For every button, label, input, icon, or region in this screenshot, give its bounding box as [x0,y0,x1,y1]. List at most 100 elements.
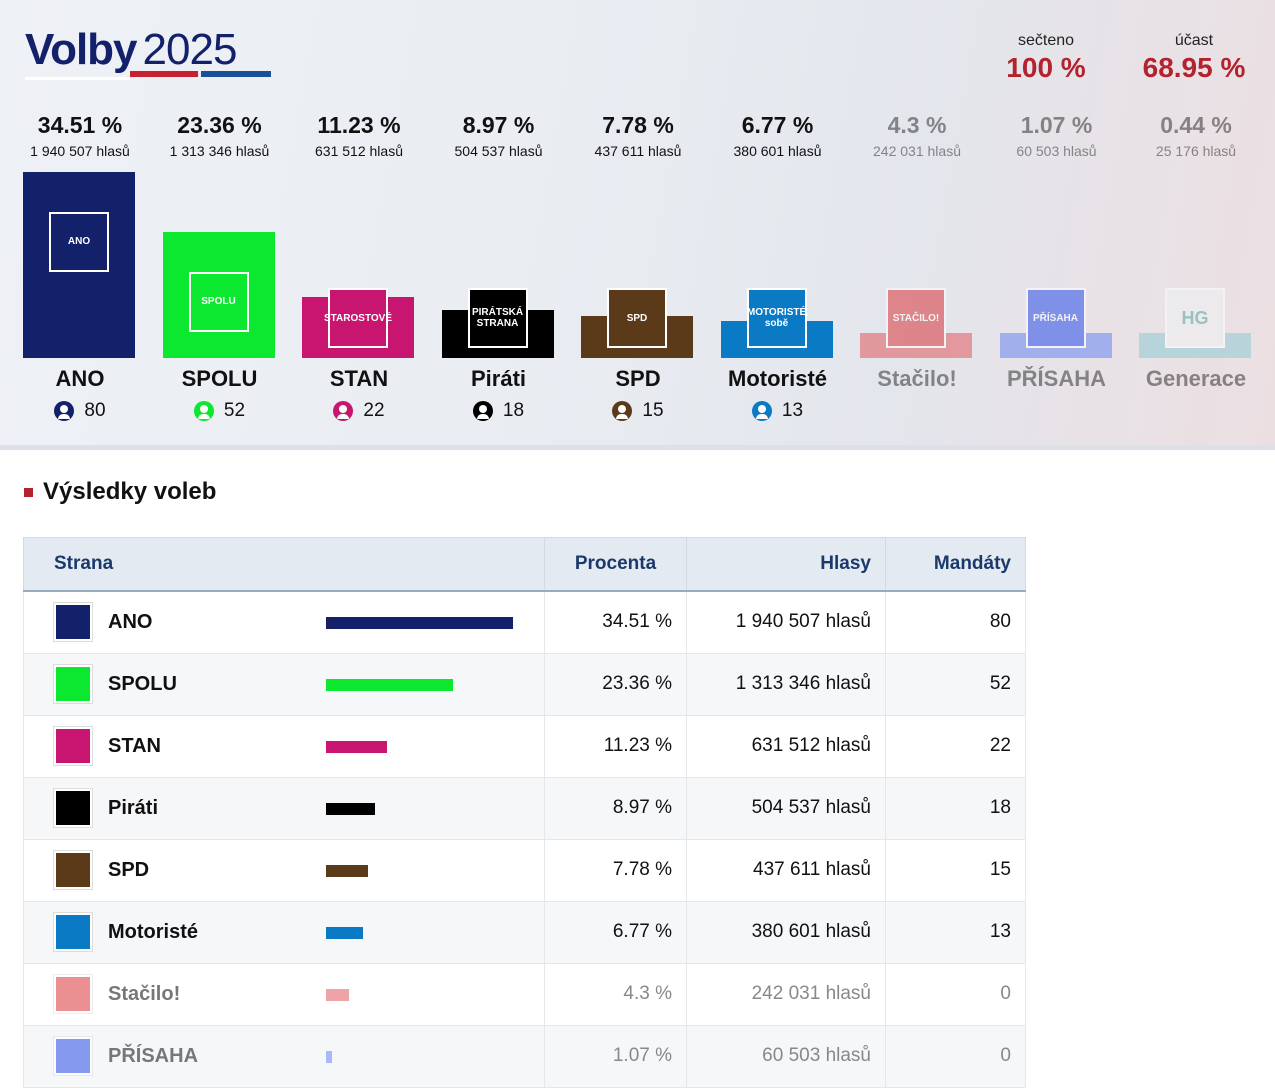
party-name: PŘÍSAHA [108,1044,199,1067]
votes-cell: 60 503 hlasů [686,1024,886,1088]
seats-cell: 13 [885,900,1026,964]
party-column[interactable]: 8.97 % 504 537 hlasů PIRÁTSKÁ STRANA Pir… [434,0,564,445]
party-column[interactable]: 23.36 % 1 313 346 hlasů SPOLU SPOLU 52 [155,0,285,445]
party-column[interactable]: 7.78 % 437 611 hlasů SPD SPD 15 [573,0,703,445]
col-votes[interactable]: Hlasy [686,537,886,592]
party-name: Piráti [470,366,527,391]
party-logo: SPD [607,288,667,348]
seats-count: 22 [363,400,385,421]
party-percent: 7.78 % [602,112,674,138]
turnout-value: 68.95 % [1142,52,1246,83]
votes-cell: 631 512 hlasů [686,714,886,778]
votes-cell: 1 313 346 hlasů [686,652,886,716]
table-row[interactable]: Piráti 8.97 % 504 537 hlasů 18 [23,776,1026,840]
party-name: Motoristé [728,366,827,391]
votes-cell: 504 537 hlasů [686,776,886,840]
party-logo: STAROSTOVÉ [324,288,392,348]
party-seats: 18 [434,400,564,422]
percent-bar [326,802,375,815]
party-seats: 52 [155,400,285,422]
party-logo-small [54,913,92,951]
party-column[interactable]: 4.3 % 242 031 hlasů STAČILO! Stačilo! [852,0,982,445]
logo-word: Volby [25,25,138,74]
party-logo-small [54,1037,92,1075]
party-logo: STAČILO! [886,288,946,348]
counted-value: 100 % [1006,52,1086,83]
party-percent: 6.77 % [741,112,814,138]
seats-count: 15 [642,400,664,421]
party-name: PŘÍSAHA [1006,366,1106,391]
table-row[interactable]: SPOLU 23.36 % 1 313 346 hlasů 52 [23,652,1026,716]
counted-label: sečteno [1017,32,1075,49]
table-row[interactable]: Stačilo! 4.3 % 242 031 hlasů 0 [23,962,1026,1026]
party-percent: 1.07 % [1020,112,1093,138]
party-logo: MOTORISTÉ sobě [746,288,807,348]
col-seats[interactable]: Mandáty [885,537,1026,592]
seats-count: 80 [84,400,106,421]
seats-cell: 0 [885,962,1026,1026]
party-votes: 380 601 hlasů [733,143,822,159]
seats-count: 52 [223,400,246,421]
seats-cell: 0 [885,1024,1026,1088]
party-percent: 0.44 % [1160,112,1232,138]
mandate-person-icon [54,401,75,421]
party-name: Stačilo! [108,982,181,1005]
party-name: Stačilo! [877,366,957,391]
party-logo-small [54,851,92,889]
party-seats: 22 [294,400,424,422]
percent-cell: 11.23 % [544,714,687,778]
party-name: Motoristé [108,920,198,943]
table-row[interactable]: STAN 11.23 % 631 512 hlasů 22 [23,714,1026,778]
table-row[interactable]: ANO 34.51 % 1 940 507 hlasů 80 [23,590,1026,654]
votes-cell: 242 031 hlasů [686,962,886,1026]
party-votes: 1 940 507 hlasů [30,143,130,159]
logo-year: 2025 [142,25,238,74]
mandate-person-icon [193,401,214,421]
table-row[interactable]: SPD 7.78 % 437 611 hlasů 15 [23,838,1026,902]
turnout-stat: účast 68.95 % [1129,32,1259,84]
party-column[interactable]: 11.23 % 631 512 hlasů STAROSTOVÉ STAN 22 [294,0,424,445]
party-column[interactable]: 0.44 % 25 176 hlasů HG Generace [1131,0,1261,445]
party-votes: 25 176 hlasů [1155,143,1237,159]
table-row[interactable]: Motoristé 6.77 % 380 601 hlasů 13 [23,900,1026,964]
party-votes: 437 611 hlasů [594,143,682,159]
percent-cell: 4.3 % [544,962,687,1026]
party-percent: 23.36 % [177,112,262,138]
party-votes: 1 313 346 hlasů [169,143,270,159]
percent-bar [326,864,369,877]
votes-cell: 380 601 hlasů [686,900,886,964]
percent-cell: 34.51 % [544,590,687,654]
seats-count: 13 [781,400,804,421]
party-column[interactable]: 1.07 % 60 503 hlasů PŘÍSAHA PŘÍSAHA [992,0,1122,445]
party-name: STAN [108,734,161,757]
party-logo-small [54,665,92,703]
party-column[interactable]: 34.51 % 1 940 507 hlasů ANO ANO 80 [15,0,145,445]
party-column[interactable]: 6.77 % 380 601 hlasů MOTORISTÉ sobě Moto… [713,0,843,445]
mandate-person-icon [612,401,633,421]
counted-stat: sečteno 100 % [981,32,1111,84]
mandate-person-icon [333,401,354,421]
party-votes: 504 537 hlasů [454,143,543,159]
table-row[interactable]: PŘÍSAHA 1.07 % 60 503 hlasů 0 [23,1024,1026,1088]
party-percent: 4.3 % [887,112,947,138]
percent-bar [326,988,350,1001]
party-seats: 15 [573,400,703,422]
col-party[interactable]: Strana [23,537,545,592]
party-name: SPOLU [181,366,258,391]
seats-cell: 18 [885,776,1026,840]
section-title: Výsledky voleb [43,478,217,505]
section-heading: Výsledky voleb [24,478,216,506]
col-percent[interactable]: Procenta [544,537,687,592]
percent-cell: 1.07 % [544,1024,687,1088]
party-logo: ANO [49,211,109,272]
mandate-person-icon [751,401,772,421]
percent-bar [326,740,387,753]
percent-bar [326,1050,332,1063]
party-logo: SPOLU [188,271,249,332]
seats-count: 18 [502,400,525,421]
percent-cell: 8.97 % [544,776,687,840]
party-logo-small [54,603,92,641]
seats-cell: 15 [885,838,1026,902]
volby-logo[interactable]: Volby 2025 [25,25,271,80]
votes-cell: 1 940 507 hlasů [686,590,886,654]
